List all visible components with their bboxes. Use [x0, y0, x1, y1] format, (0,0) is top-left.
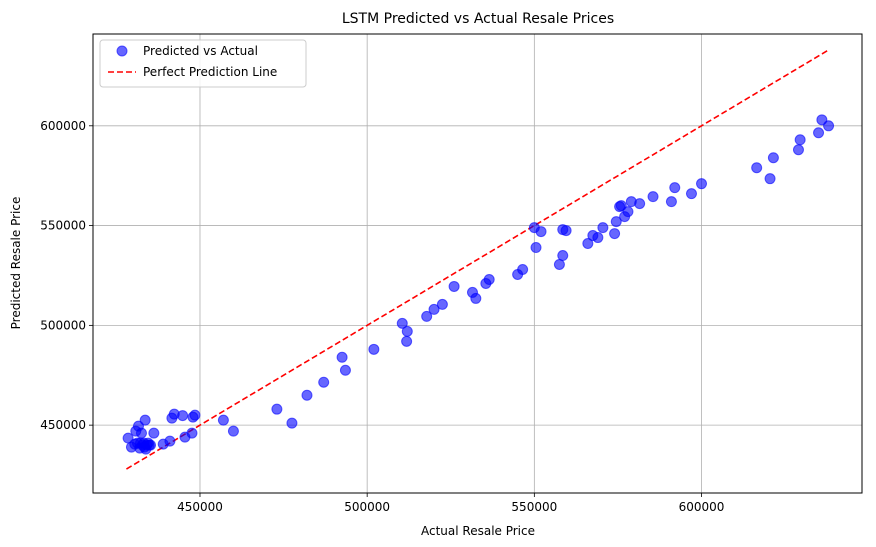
- legend-box: [99, 39, 307, 88]
- data-point: [582, 238, 594, 250]
- data-point: [396, 317, 408, 329]
- data-point: [135, 427, 147, 439]
- x-axis-label: Actual Resale Price: [421, 524, 535, 538]
- data-point: [592, 232, 604, 244]
- data-point: [665, 196, 677, 208]
- points-layer: [122, 114, 835, 455]
- data-point: [186, 427, 198, 439]
- legend-marker-points: [116, 45, 128, 57]
- y-tick-label: 550000: [40, 219, 86, 233]
- plot-frame: [92, 33, 863, 494]
- data-point: [448, 280, 460, 292]
- data-point: [189, 409, 201, 421]
- data-point: [318, 376, 330, 388]
- data-point: [517, 263, 529, 275]
- reference-line-layer: [126, 49, 829, 470]
- y-axis-label: Predicted Resale Price: [9, 197, 23, 330]
- data-point: [557, 250, 569, 262]
- data-point: [227, 425, 239, 437]
- data-point: [535, 226, 547, 238]
- data-point: [368, 343, 380, 355]
- data-point: [428, 303, 440, 315]
- data-point: [634, 198, 646, 210]
- data-point: [421, 310, 433, 322]
- data-point: [792, 144, 804, 156]
- data-point: [217, 414, 229, 426]
- data-point: [148, 427, 160, 439]
- data-point: [610, 216, 622, 228]
- grid: [93, 34, 862, 493]
- data-point: [339, 364, 351, 376]
- data-point: [301, 389, 313, 401]
- data-point: [483, 273, 495, 285]
- data-point: [177, 410, 189, 422]
- data-point: [751, 162, 763, 174]
- data-point: [685, 188, 697, 200]
- ticks: 450000 500000 550000 600000 450000 500000 5500…: [40, 119, 724, 514]
- data-point: [271, 403, 283, 415]
- data-point: [401, 335, 413, 347]
- data-point: [696, 178, 708, 190]
- chart-title: LSTM Predicted vs Actual Resale Prices: [342, 11, 614, 27]
- x-tick-label: 600000: [679, 500, 725, 514]
- x-tick-label: 550000: [511, 500, 557, 514]
- legend-label-points: Predicted vs Actual: [143, 44, 258, 58]
- data-point: [530, 242, 542, 254]
- x-tick-label: 450000: [177, 500, 223, 514]
- data-point: [164, 435, 176, 447]
- legend-label-line: Perfect Prediction Line: [143, 65, 277, 79]
- perfect-prediction-line: [126, 49, 829, 470]
- data-point: [813, 127, 825, 139]
- y-tick-label: 450000: [40, 418, 86, 432]
- data-point: [336, 351, 348, 363]
- data-point: [470, 292, 482, 304]
- data-point: [622, 206, 634, 218]
- data-point: [794, 134, 806, 146]
- data-point: [669, 182, 681, 194]
- data-point: [823, 120, 835, 132]
- data-point: [286, 417, 298, 429]
- y-tick-label: 600000: [40, 119, 86, 133]
- data-point: [609, 228, 621, 240]
- data-point: [401, 325, 413, 337]
- legend: Predicted vs Actual Perfect Prediction L…: [99, 39, 307, 88]
- y-tick-label: 500000: [40, 318, 86, 332]
- data-point: [139, 414, 151, 426]
- data-point: [764, 173, 776, 185]
- data-point: [145, 439, 157, 451]
- data-point: [767, 152, 779, 164]
- data-point: [436, 298, 448, 310]
- x-tick-label: 500000: [344, 500, 390, 514]
- data-point: [597, 222, 609, 234]
- data-point: [560, 225, 572, 237]
- data-point: [647, 191, 659, 203]
